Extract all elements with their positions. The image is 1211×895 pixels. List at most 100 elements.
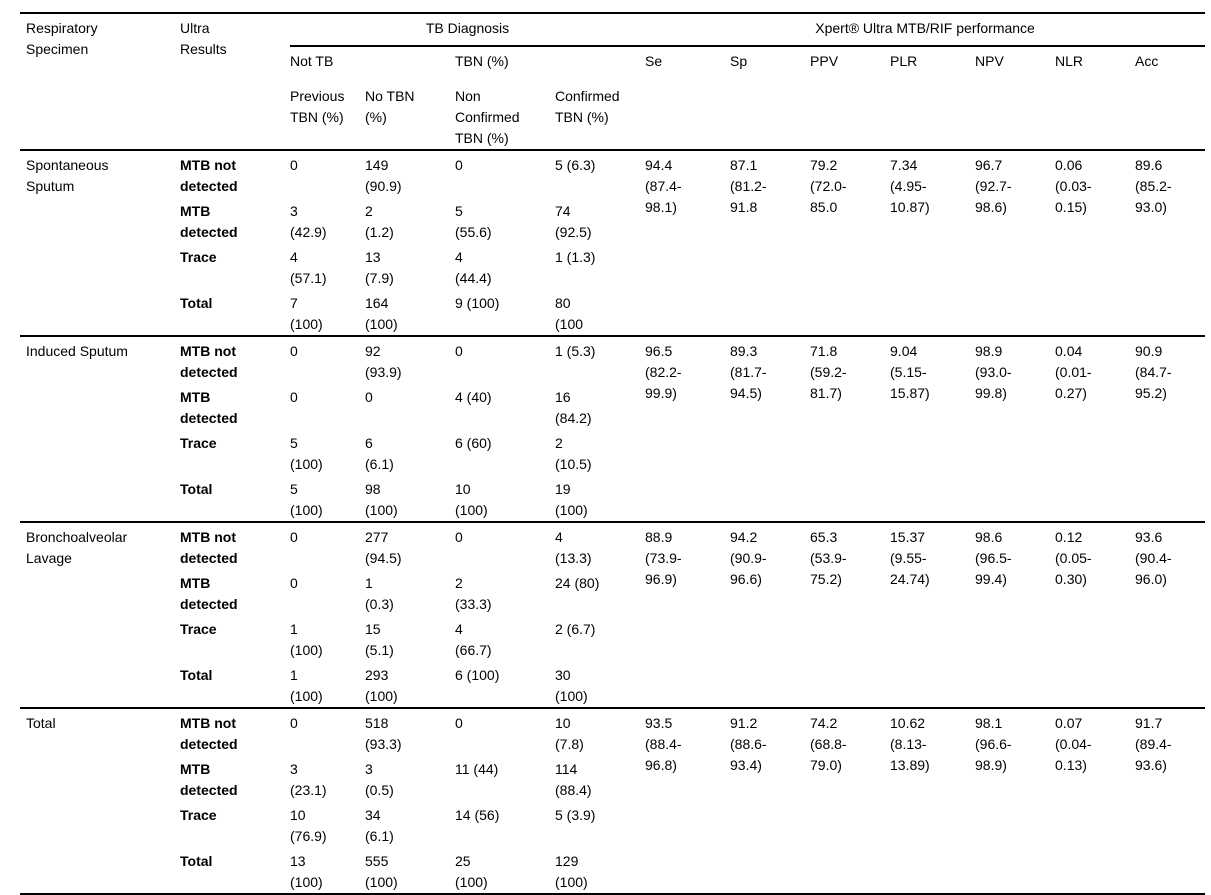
- col-header-non-confirmed-tbn: Non Confirmed TBN (%): [455, 88, 520, 146]
- cell-confirmed-tbn: 16 (84.2): [555, 389, 592, 426]
- cell-se: 88.9 (73.9- 96.9): [645, 521, 731, 708]
- cell-previous-tbn: 0: [290, 389, 298, 405]
- specimen-name: Spontaneous Sputum: [20, 149, 180, 336]
- col-header-sp: Sp: [730, 53, 748, 69]
- cell-se: 96.5 (82.2- 99.9): [645, 335, 731, 522]
- cell-no-tbn: 13 (7.9): [365, 249, 394, 286]
- cell-no-tbn: 34 (6.1): [365, 807, 394, 844]
- cell-non-confirmed-tbn: 0: [455, 335, 555, 383]
- cell-no-tbn: 518 (93.3): [365, 707, 455, 755]
- cell-non-confirmed-tbn: 0: [455, 707, 555, 755]
- cell-ppv: 71.8 (59.2- 81.7): [810, 335, 891, 522]
- col-header-plr: PLR: [890, 53, 918, 69]
- table-row: Spontaneous Sputum MTB not detected 0 14…: [20, 149, 1206, 336]
- cell-previous-tbn: 3 (42.9): [290, 203, 327, 240]
- ultra-result-label: Trace: [180, 621, 217, 637]
- cell-confirmed-tbn: 114 (88.4): [555, 761, 592, 798]
- cell-non-confirmed-tbn: 2 (33.3): [455, 575, 492, 612]
- cell-non-confirmed-tbn: 6 (60): [455, 435, 492, 451]
- col-header-specimen: Respiratory Specimen: [26, 20, 98, 57]
- table-row: MTB detected 3 (42.9) 2 (1.2) 5 (55.6) 7…: [20, 197, 1205, 243]
- cell-confirmed-tbn: 10 (7.8): [555, 707, 646, 755]
- cell-previous-tbn: 0: [290, 335, 365, 383]
- xpert-ultra-performance-table: Respiratory Specimen Ultra Results TB Di…: [20, 12, 1206, 895]
- cell-se: 94.4 (87.4- 98.1): [645, 149, 731, 336]
- cell-no-tbn: 0: [365, 389, 373, 405]
- cell-previous-tbn: 5 (100): [290, 481, 323, 518]
- cell-non-confirmed-tbn: 4 (66.7): [455, 621, 492, 658]
- cell-confirmed-tbn: 19 (100): [555, 481, 588, 518]
- header-columns-row: Previous TBN (%) No TBN (%) Non Confirme…: [20, 82, 1205, 150]
- cell-no-tbn: 555 (100): [365, 853, 398, 890]
- table-row: MTB detected 0 0 4 (40) 16 (84.2): [20, 383, 1205, 429]
- cell-sp: 91.2 (88.6- 93.4): [730, 707, 811, 894]
- col-header-ultra-results: Ultra Results: [180, 20, 227, 57]
- ultra-result-label: MTB detected: [180, 575, 238, 612]
- cell-previous-tbn: 13 (100): [290, 853, 323, 890]
- cell-no-tbn: 15 (5.1): [365, 621, 394, 658]
- cell-previous-tbn: 4 (57.1): [290, 249, 327, 286]
- col-header-npv: NPV: [975, 53, 1004, 69]
- cell-confirmed-tbn: 1 (1.3): [555, 249, 596, 265]
- header-group-row: Respiratory Specimen Ultra Results TB Di…: [20, 13, 1206, 57]
- cell-confirmed-tbn: 5 (6.3): [555, 149, 646, 197]
- cell-non-confirmed-tbn: 9 (100): [455, 295, 500, 311]
- cell-acc: 89.6 (85.2- 93.0): [1135, 149, 1206, 336]
- specimen-name: Bronchoalveolar Lavage: [20, 521, 180, 708]
- ultra-result-label: Trace: [180, 249, 217, 265]
- subgroup-header-not-tb: Not TB: [290, 53, 334, 69]
- cell-no-tbn: 293 (100): [365, 667, 398, 704]
- cell-sp: 87.1 (81.2- 91.8: [730, 149, 811, 336]
- table-row: Total MTB not detected 0 518 (93.3) 0 10…: [20, 707, 1206, 894]
- cell-previous-tbn: 7 (100): [290, 295, 323, 332]
- cell-previous-tbn: 0: [290, 149, 365, 197]
- cell-non-confirmed-tbn: 0: [455, 521, 555, 569]
- table-row: Trace 5 (100) 6 (6.1) 6 (60) 2 (10.5): [20, 429, 1205, 475]
- specimen-name: Induced Sputum: [20, 335, 180, 522]
- cell-no-tbn: 98 (100): [365, 481, 398, 518]
- cell-non-confirmed-tbn: 6 (100): [455, 667, 500, 683]
- cell-no-tbn: 2 (1.2): [365, 203, 394, 240]
- table-row: MTB detected 3 (23.1) 3 (0.5) 11 (44) 11…: [20, 755, 1205, 801]
- cell-plr: 7.34 (4.95- 10.87): [890, 149, 976, 336]
- cell-confirmed-tbn: 74 (92.5): [555, 203, 592, 240]
- table-body: Spontaneous Sputum MTB not detected 0 14…: [20, 149, 1206, 894]
- cell-previous-tbn: 0: [290, 575, 298, 591]
- col-header-previous-tbn: Previous TBN (%): [290, 88, 345, 125]
- cell-nlr: 0.04 (0.01- 0.27): [1055, 335, 1136, 522]
- table-row: Trace 10 (76.9) 34 (6.1) 14 (56) 5 (3.9): [20, 801, 1205, 847]
- cell-no-tbn: 92 (93.9): [365, 335, 455, 383]
- table-row: Induced Sputum MTB not detected 0 92 (93…: [20, 335, 1206, 522]
- cell-non-confirmed-tbn: 11 (44): [455, 761, 499, 777]
- cell-non-confirmed-tbn: 25 (100): [455, 853, 488, 890]
- cell-npv: 98.1 (96.6- 98.9): [975, 707, 1056, 894]
- cell-previous-tbn: 3 (23.1): [290, 761, 327, 798]
- specimen-name: Total: [20, 707, 180, 894]
- col-header-acc: Acc: [1135, 53, 1159, 69]
- col-header-se: Se: [645, 53, 663, 69]
- cell-non-confirmed-tbn: 5 (55.6): [455, 203, 492, 240]
- cell-nlr: 0.07 (0.04- 0.13): [1055, 707, 1136, 894]
- cell-confirmed-tbn: 2 (10.5): [555, 435, 592, 472]
- cell-ppv: 79.2 (72.0- 85.0: [810, 149, 891, 336]
- cell-acc: 93.6 (90.4- 96.0): [1135, 521, 1206, 708]
- ultra-result-label: MTB not detected: [180, 149, 290, 197]
- cell-acc: 91.7 (89.4- 93.6): [1135, 707, 1206, 894]
- cell-previous-tbn: 0: [290, 521, 365, 569]
- cell-npv: 96.7 (92.7- 98.6): [975, 149, 1056, 336]
- cell-previous-tbn: 10 (76.9): [290, 807, 327, 844]
- header-subgroup-row: Not TB TBN (%) Se Sp PPV PLR NPV NLR Acc: [20, 46, 1205, 82]
- cell-non-confirmed-tbn: 4 (44.4): [455, 249, 492, 286]
- ultra-result-label: Total: [180, 853, 213, 869]
- ultra-result-label: Trace: [180, 807, 217, 823]
- ultra-result-label: MTB detected: [180, 761, 238, 798]
- cell-non-confirmed-tbn: 4 (40): [455, 389, 492, 405]
- cell-ppv: 65.3 (53.9- 75.2): [810, 521, 891, 708]
- ultra-result-label: MTB detected: [180, 389, 238, 426]
- table-row: Total 1 (100) 293 (100) 6 (100) 30 (100): [20, 661, 1205, 708]
- table-row: MTB detected 0 1 (0.3) 2 (33.3) 24 (80): [20, 569, 1205, 615]
- cell-se: 93.5 (88.4- 96.8): [645, 707, 731, 894]
- table-row: Total 13 (100) 555 (100) 25 (100) 129 (1…: [20, 847, 1205, 894]
- ultra-result-label: MTB not detected: [180, 707, 290, 755]
- table-row: Bronchoalveolar Lavage MTB not detected …: [20, 521, 1206, 708]
